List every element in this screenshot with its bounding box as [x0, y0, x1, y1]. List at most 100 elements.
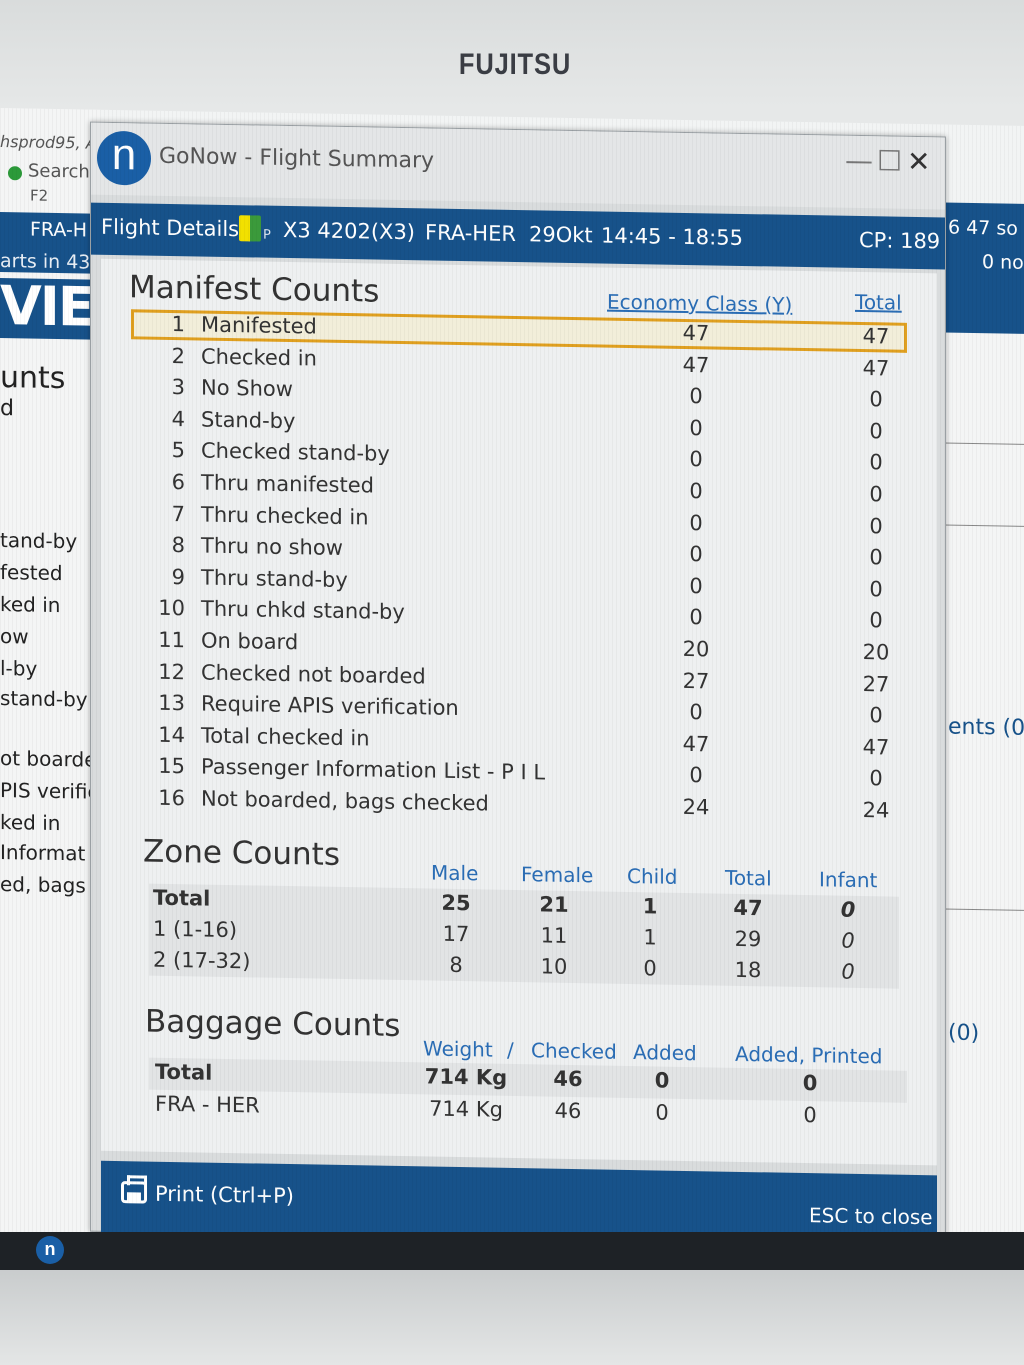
- manifest-row-label: Thru chkd stand-by: [201, 596, 405, 625]
- manifest-row-total: 0: [869, 387, 883, 412]
- manifest-row-total: 0: [869, 576, 883, 602]
- zone-row-child: 1: [642, 894, 658, 919]
- bg-left-label: ot boarde: [0, 746, 97, 772]
- bg-route-label: FRA-H: [30, 218, 88, 242]
- manifest-row-label: Total checked in: [201, 723, 370, 751]
- manifest-row-index: 13: [158, 690, 185, 716]
- manifest-row-economy: 27: [682, 668, 710, 693]
- manifest-row-economy: 47: [682, 352, 710, 377]
- manifest-col-total: Total: [855, 289, 902, 315]
- bg-search-key-hint: F2: [30, 186, 49, 205]
- bg-left-label: PIS verific: [0, 778, 99, 804]
- manifest-row-economy: 0: [689, 573, 703, 599]
- zone-row-female: 21: [539, 892, 569, 917]
- manifest-row-index: 3: [171, 375, 185, 400]
- gonow-logo-icon: n: [97, 130, 151, 186]
- zone-row-label: 1 (1-16): [153, 916, 238, 943]
- capacity-label: CP: 189: [859, 227, 941, 254]
- bg-left-label: fested: [0, 560, 63, 586]
- monitor-bezel-bottom: [0, 1270, 1024, 1365]
- taskbar-gonow-icon[interactable]: n: [36, 1236, 64, 1264]
- manifest-row-index: 12: [158, 659, 185, 684]
- print-button-label: Print (Ctrl+P): [155, 1181, 294, 1209]
- manifest-row-economy: 0: [689, 605, 703, 630]
- manifest-row-label: Checked stand-by: [201, 438, 390, 467]
- manifest-row-economy: 0: [689, 479, 703, 504]
- bg-user-label: hsprod95, A: [0, 132, 97, 153]
- zone-row-infant: 0: [841, 928, 855, 953]
- zone-row-female: 11: [540, 923, 568, 948]
- bg-left-label: stand-by: [0, 686, 88, 712]
- bg-left-label: ked in: [0, 810, 61, 836]
- bg-left-label: ked in: [0, 592, 61, 618]
- monitor-brand-logo: FUJITSU: [458, 48, 572, 81]
- maximize-button[interactable]: ☐: [877, 144, 903, 178]
- zone-row-female: 10: [540, 954, 568, 979]
- zone-col-female: Female: [521, 862, 594, 888]
- baggage-row-label: FRA - HER: [155, 1091, 260, 1118]
- bg-header-text: VIE: [0, 274, 93, 339]
- baggage-col-checked: Checked: [531, 1038, 617, 1064]
- zone-row-total: 18: [734, 957, 762, 983]
- manifest-row-economy: 0: [689, 384, 703, 409]
- baggage-row-label: Total: [155, 1059, 213, 1085]
- manifest-row-index: 15: [158, 754, 185, 779]
- manifest-row-index: 10: [158, 596, 185, 621]
- manifest-row-index: 8: [171, 533, 185, 558]
- bg-left-label: tand-by: [0, 528, 78, 554]
- manifest-row-index: 11: [158, 627, 185, 653]
- manifest-row-economy: 0: [689, 415, 703, 441]
- zone-row-label: 2 (17-32): [153, 947, 251, 974]
- zone-row-child: 1: [643, 925, 657, 950]
- bg-divider: [944, 908, 1024, 911]
- window-titlebar[interactable]: n GoNow - Flight Summary — ☐ ✕: [91, 122, 945, 210]
- print-button[interactable]: Print (Ctrl+P): [121, 1181, 294, 1208]
- manifest-row-index: 5: [171, 438, 185, 463]
- bg-divider: [944, 524, 1024, 527]
- zone-row-total: 47: [733, 895, 763, 921]
- screen: hsprod95, A Search F2 FRA-H arts in 43 V…: [0, 108, 1024, 1266]
- background-app-right: 6 47 so 0 no ents (0 (0): [944, 202, 1024, 1266]
- manifest-row-economy: 24: [682, 794, 710, 820]
- bg-status-dot-icon: [8, 166, 22, 181]
- zone-row-male: 8: [449, 952, 463, 978]
- manifest-row-index: 7: [171, 501, 185, 526]
- flight-summary-dialog: n GoNow - Flight Summary — ☐ ✕ Flight De…: [90, 121, 946, 1248]
- bg-search-field[interactable]: Search: [28, 160, 90, 183]
- bg-divider: [944, 442, 1024, 445]
- manifest-row-index: 2: [171, 343, 185, 368]
- manifest-row-index: 16: [158, 785, 185, 811]
- baggage-row-weight: 714 Kg: [429, 1096, 503, 1122]
- manifest-row-index: 14: [158, 722, 185, 748]
- manifest-row-economy: 0: [689, 763, 703, 788]
- minimize-button[interactable]: —: [845, 143, 873, 178]
- manifest-row-label: Thru no show: [201, 533, 343, 561]
- esc-close-hint: ESC to close: [809, 1203, 933, 1230]
- close-button[interactable]: ✕: [907, 144, 931, 179]
- zone-row-total: 29: [734, 926, 762, 952]
- manifest-row-label: No Show: [201, 375, 293, 402]
- zone-row-male: 17: [442, 921, 470, 947]
- flight-date: 29Okt: [529, 222, 593, 248]
- bg-left-label: Informat: [0, 840, 86, 866]
- flight-number: X3 4202(X3): [283, 217, 415, 245]
- manifest-row-label: Passenger Information List - P I L: [201, 754, 546, 785]
- manifest-row-label: Not boarded, bags checked: [201, 786, 489, 816]
- printer-icon: [121, 1181, 147, 1204]
- zone-col-child: Child: [627, 863, 678, 889]
- manifest-row-label: Thru manifested: [201, 470, 374, 498]
- bg-subheading: d: [0, 396, 14, 422]
- flight-details-label: Flight Details |: [101, 214, 253, 242]
- airline-flag-icon: [239, 215, 261, 242]
- manifest-row-label: Thru checked in: [201, 502, 369, 530]
- baggage-counts-title: Baggage Counts: [145, 1003, 401, 1044]
- baggage-col-separator: /: [507, 1037, 514, 1062]
- manifest-row-index: 6: [171, 469, 185, 495]
- baggage-row-weight: 714 Kg: [424, 1064, 508, 1090]
- background-app-left: hsprod95, A Search F2 FRA-H arts in 43 V…: [0, 108, 103, 1250]
- flight-time: 14:45 - 18:55: [601, 223, 743, 250]
- manifest-row-economy: 47: [682, 731, 710, 757]
- flight-details-bar: Flight Details | P X3 4202(X3) FRA-HER 2…: [91, 202, 945, 270]
- flag-suffix: P: [263, 227, 271, 243]
- manifest-row-total: 0: [869, 482, 883, 507]
